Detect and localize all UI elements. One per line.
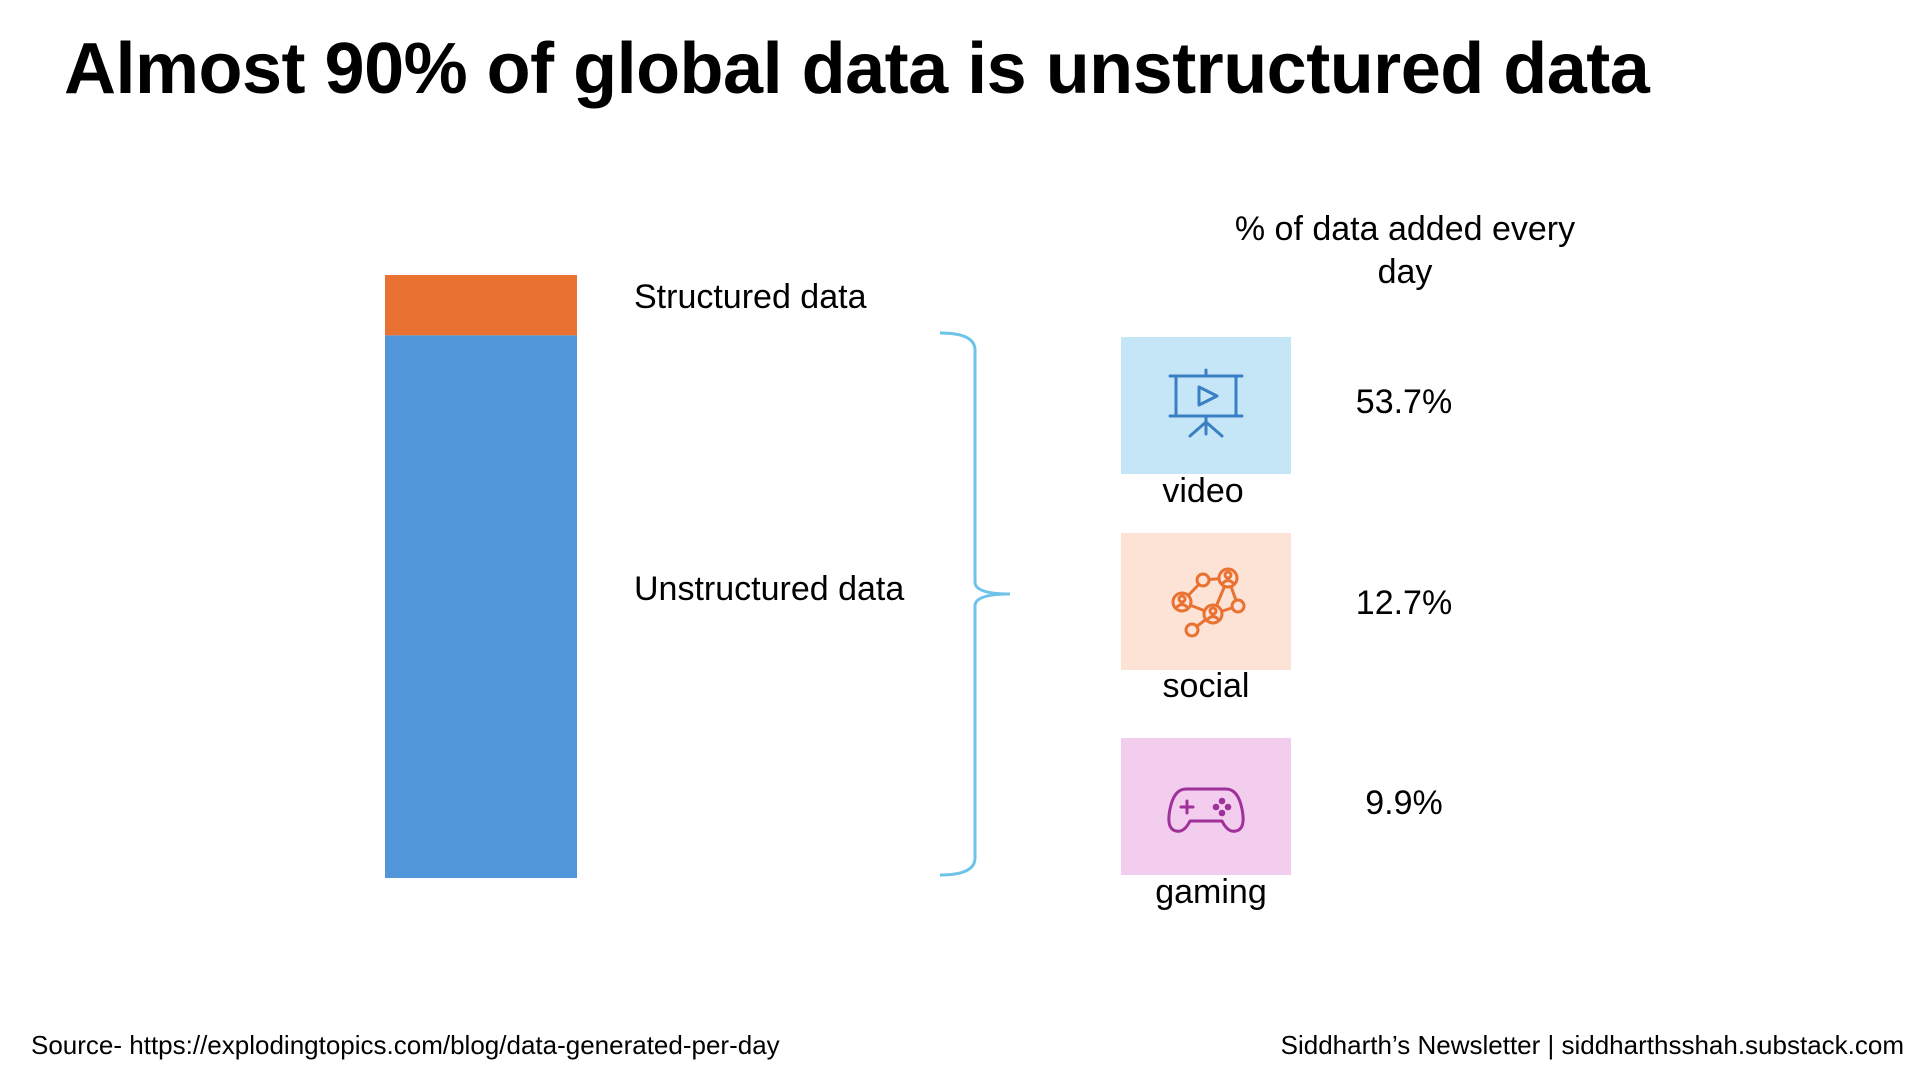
gaming-label: gaming [1155, 873, 1267, 911]
page-title: Almost 90% of global data is unstructure… [64, 29, 1650, 109]
social-tile [1121, 533, 1291, 670]
video-label: video [1162, 472, 1244, 510]
newsletter-credit: Siddharth’s Newsletter | siddharthsshah.… [1280, 1030, 1904, 1060]
unstructured-data-label: Unstructured data [634, 570, 905, 608]
social-percentage: 12.7% [1355, 584, 1453, 622]
social-label: social [1162, 667, 1250, 705]
gamepad-icon [1167, 787, 1245, 833]
structured-data-bar-segment [385, 275, 577, 336]
video-presentation-icon [1168, 368, 1244, 437]
gaming-percentage: 9.9% [1365, 784, 1443, 822]
unstructured-data-bar-segment [385, 335, 577, 878]
breakdown-header: % of data added every day [1234, 210, 1576, 291]
video-percentage: 53.7% [1355, 383, 1453, 421]
social-network-icon [1171, 567, 1246, 637]
video-tile [1121, 337, 1291, 474]
structured-data-label: Structured data [634, 278, 867, 316]
source-citation: Source- https://explodingtopics.com/blog… [31, 1030, 780, 1060]
gaming-tile [1121, 738, 1291, 875]
